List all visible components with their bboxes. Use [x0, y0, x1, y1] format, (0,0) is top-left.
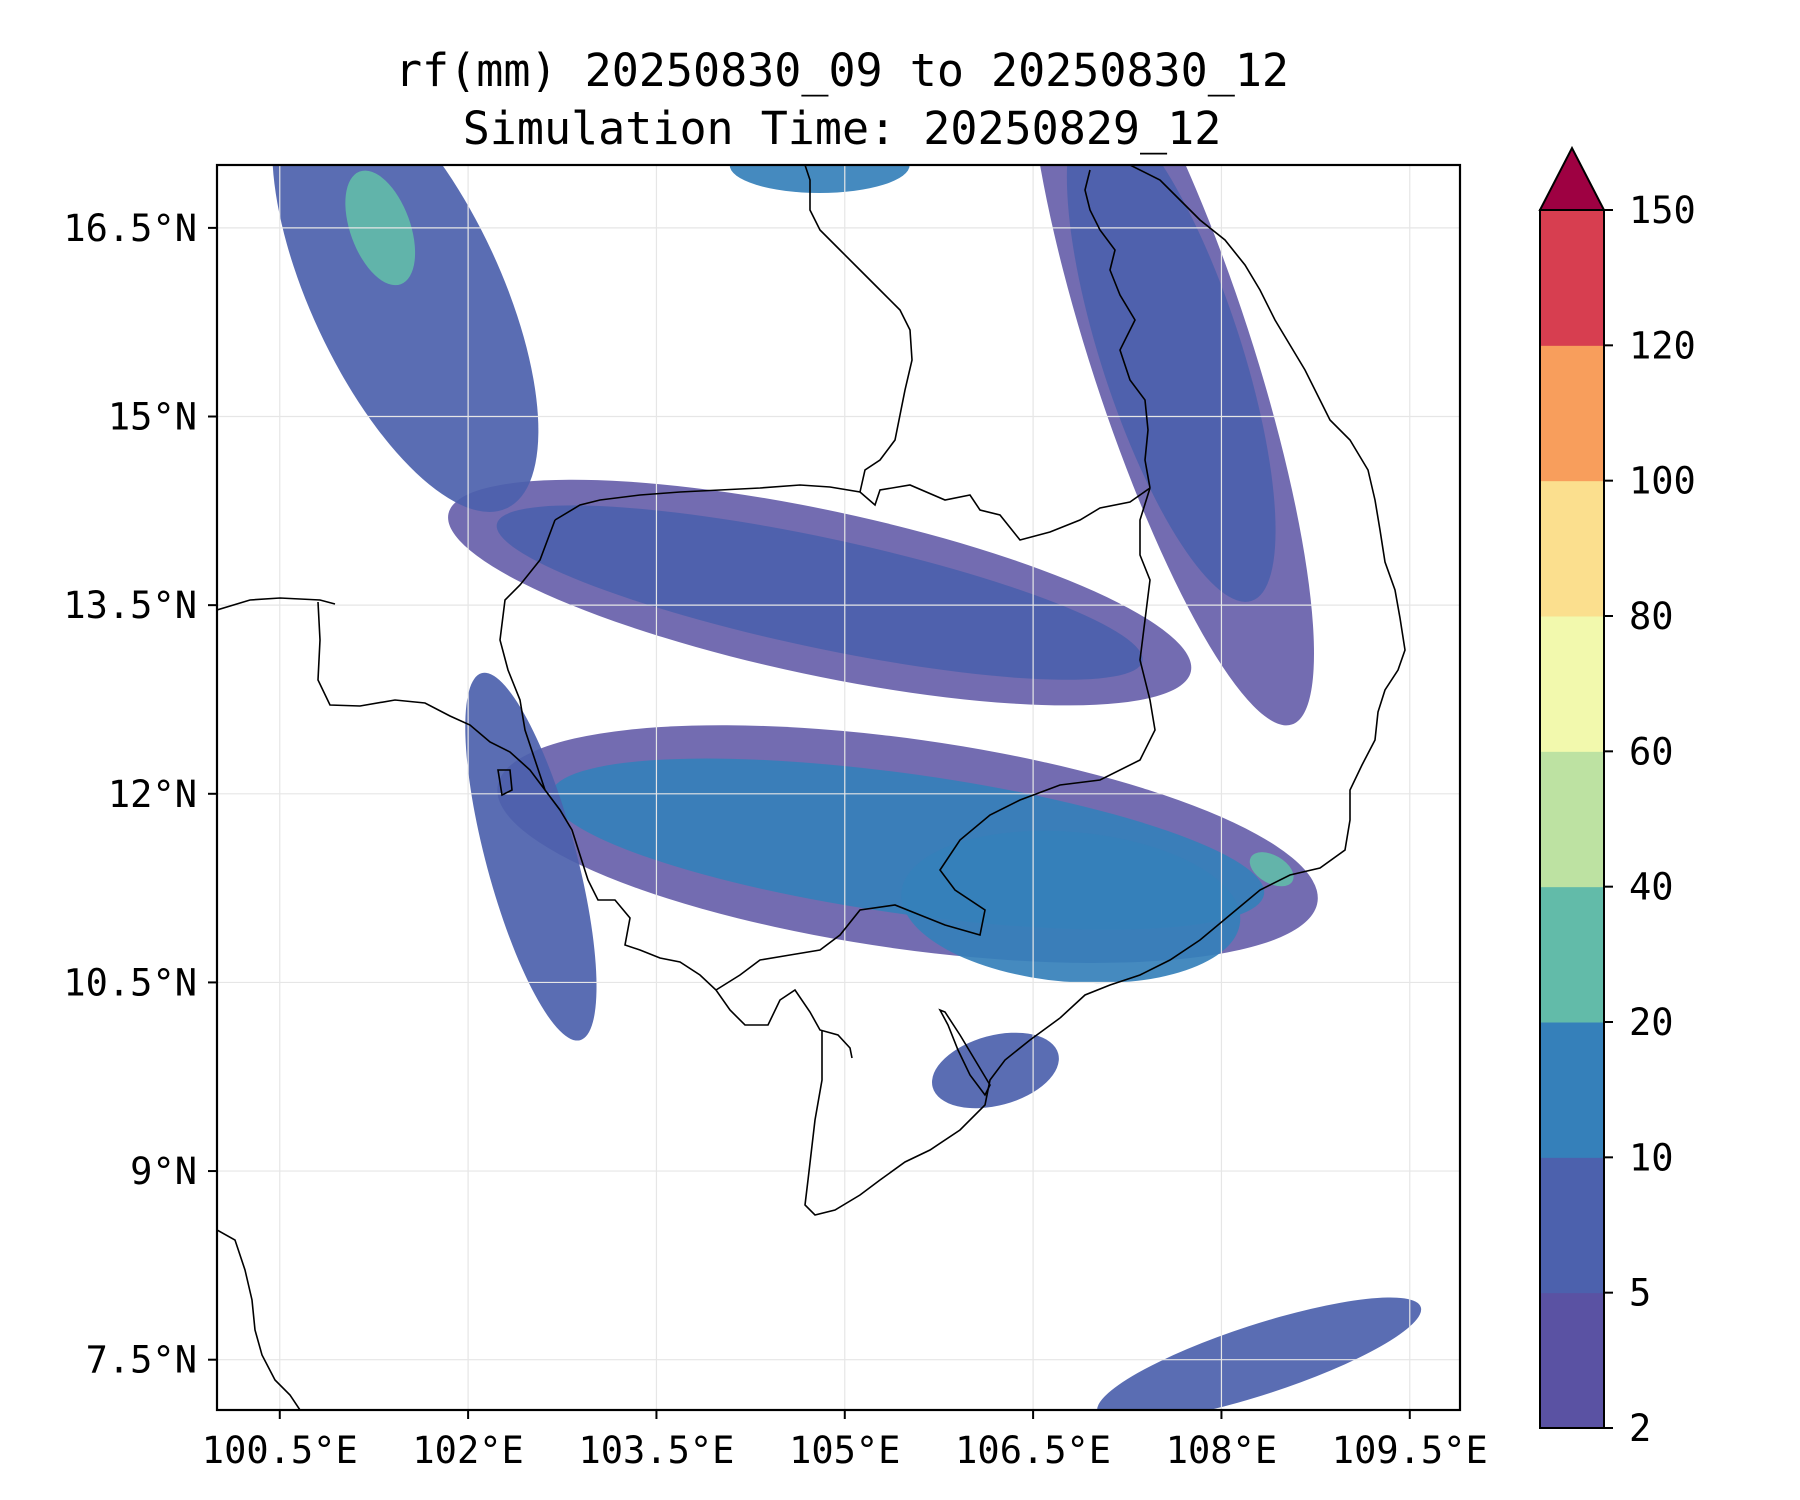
colorbar-tick-label: 60: [1629, 730, 1674, 773]
colorbar-segment: [1540, 480, 1604, 617]
colorbar-tick-label: 2: [1629, 1407, 1651, 1450]
axis-ticks: [208, 226, 1411, 1419]
border-cambodia-vietnam: [715, 487, 1156, 991]
border-thailand-laos: [804, 165, 913, 493]
title-line-1: rf(mm) 20250830_09 to 20250830_12: [394, 44, 1290, 97]
lon-tick-label: 108°E: [1166, 1429, 1277, 1472]
gridlines: [217, 165, 1460, 1410]
rainfall-area-gulf-of-thailand-west: [465, 672, 597, 1041]
plot-title: rf(mm) 20250830_09 to 20250830_12 Simula…: [217, 42, 1467, 158]
coastline-mekong-delta: [804, 1017, 1061, 1216]
rainfall-area-north-laos-top: [729, 165, 910, 193]
colorbar-tick-label: 5: [1629, 1272, 1651, 1315]
lat-tick-label: 9°N: [130, 1150, 197, 1193]
colorbar-extend-arrow: [1538, 145, 1606, 211]
colorbar-tick-label: 80: [1629, 595, 1674, 638]
colorbar-frame: [1539, 209, 1605, 1429]
island-phu-quoc: [938, 1008, 991, 1097]
lat-tick-label: 12°N: [108, 773, 197, 816]
colorbar-segment: [1540, 1022, 1604, 1158]
colorbar-tick-label: 150: [1629, 189, 1696, 232]
lat-tick-label: 13.5°N: [63, 584, 197, 627]
rainfall-area-northwest-thailand-band: [272, 165, 539, 512]
rainfall-area-southern-vietnam: [901, 830, 1241, 984]
lon-tick-label: 109.5°E: [1332, 1429, 1488, 1472]
lat-tick-label: 7.5°N: [86, 1339, 197, 1382]
colorbar-tick-label: 20: [1629, 1001, 1674, 1044]
coastline-gulf-thailand-east: [317, 601, 853, 1059]
colorbar-segment: [1540, 886, 1604, 1023]
coastline-malay-peninsula: [217, 1229, 301, 1410]
colorbar-segment: [1540, 1292, 1604, 1429]
rainfall-area-cambodia-north-band: [496, 505, 1143, 680]
rainfall-contours: [272, 165, 1422, 1410]
title-line-2: Simulation Time: 20250829_12: [462, 102, 1222, 155]
lat-tick-label: 10.5°N: [63, 961, 197, 1004]
colorbar-tick-label: 100: [1629, 460, 1696, 503]
lon-tick-label: 105°E: [789, 1429, 900, 1472]
border-thailand-myanmar-south: [217, 597, 336, 611]
coastlines-and-borders: [217, 165, 1406, 1410]
lon-tick-label: 103.5°E: [578, 1429, 734, 1472]
rainfall-area-mekong-delta: [932, 1032, 1059, 1109]
coastline-southern-vietnam: [1059, 165, 1406, 1019]
longitude-tick-labels: 100.5°E 102°E 103.5°E 105°E 106.5°E 108°E 109.…: [202, 1429, 1488, 1472]
latitude-tick-labels: 16.5°N 15°N 13.5°N 12°N 10.5°N 9°N 7.5°N: [63, 207, 197, 1382]
colorbar-segment: [1540, 1157, 1604, 1294]
map-area: [217, 165, 1460, 1410]
rainfall-area-southern-vietnam-peak: [1249, 852, 1294, 887]
border-thailand-cambodia-west: [499, 519, 556, 791]
colorbar-segment: [1540, 616, 1604, 752]
colorbar-segment: [1540, 210, 1604, 346]
colorbar-tick-label: 10: [1629, 1136, 1674, 1179]
colorbar-segment: [1540, 345, 1604, 482]
lon-tick-label: 102°E: [412, 1429, 523, 1472]
colorbar-ticks: [1604, 209, 1613, 1429]
colorbar: 2 5 10 20 40 60 80 100 120 150: [1538, 145, 1696, 1450]
rainfall-area-central-vietnam-coast: [1066, 165, 1276, 602]
colorbar-segment: [1540, 751, 1604, 888]
border-thailand-cambodia: [554, 484, 1151, 541]
colorbar-tick-label: 120: [1629, 324, 1696, 367]
map-frame: [215, 163, 1462, 1412]
lat-tick-label: 15°N: [108, 396, 197, 439]
lat-tick-label: 16.5°N: [63, 207, 197, 250]
lon-tick-label: 106.5°E: [955, 1429, 1111, 1472]
colorbar-segments: [1540, 210, 1604, 1429]
border-laos-vietnam: [1084, 169, 1151, 489]
lon-tick-label: 100.5°E: [202, 1429, 358, 1472]
island-koh-kong: [497, 769, 513, 797]
colorbar-tick-labels: 2 5 10 20 40 60 80 100 120 150: [1629, 189, 1696, 1450]
colorbar-tick-label: 40: [1629, 866, 1674, 909]
